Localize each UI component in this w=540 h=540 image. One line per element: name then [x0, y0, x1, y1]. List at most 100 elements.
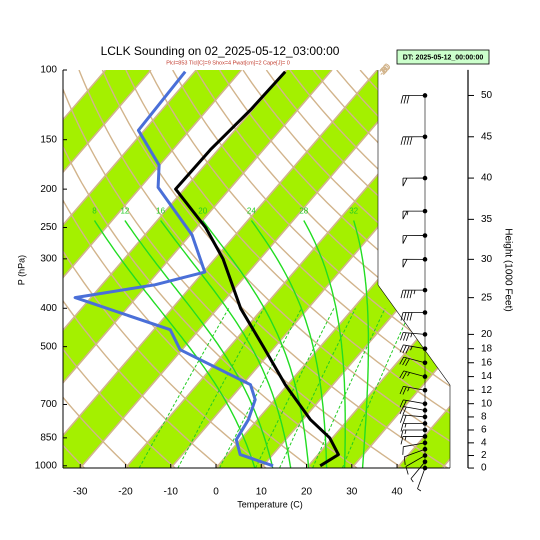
isotherm	[79, 70, 424, 468]
wind-dot	[422, 332, 428, 337]
x-tick-label: 10	[256, 487, 268, 498]
mixing-ratio-line	[279, 308, 356, 468]
wind-dot	[422, 175, 428, 181]
wind-barb	[400, 312, 426, 321]
subtitle: Plcl=853 Tlcl[C]=9 Shox=4 Pwat[cm]=2 Cap…	[166, 60, 290, 66]
wind-barb	[399, 386, 426, 395]
profile-line	[73, 70, 274, 468]
moist-adiabat	[353, 220, 370, 468]
wind-dot	[422, 414, 428, 420]
y2-tick-label: 6	[481, 425, 487, 436]
info-text: DT: 2025-05-12_00:00:00	[403, 54, 484, 61]
wind-dot	[422, 465, 428, 471]
moist-adiabat	[303, 220, 346, 468]
wind-barb	[399, 356, 426, 366]
moist-adiabat	[202, 220, 310, 468]
wind-barb	[400, 414, 426, 424]
isotherm	[63, 70, 197, 468]
y-tick-label: 200	[40, 184, 57, 195]
isotherm-label: 20	[377, 63, 391, 77]
wind-barb	[402, 258, 426, 268]
x-tick-label: -20	[118, 487, 133, 498]
wind-dot	[422, 434, 428, 439]
profiles	[73, 70, 340, 468]
wind-dot	[422, 233, 428, 238]
mixing-ratio-line	[341, 308, 413, 468]
moist-adiabat-label: 32	[349, 207, 358, 216]
wind-barb	[402, 235, 426, 244]
wind-barb	[400, 436, 426, 445]
info-box	[396, 49, 490, 65]
dry-adiabat	[101, 70, 450, 468]
wind-dot	[422, 93, 428, 98]
y2-tick-label: 0	[481, 463, 487, 474]
dry-adiabat	[63, 70, 312, 468]
x-axis-label: Temperature (C)	[237, 499, 303, 509]
dry-adiabat	[63, 70, 358, 468]
wind-barb	[400, 429, 426, 439]
x-tick-label: 20	[301, 487, 313, 498]
wind-barb	[402, 210, 426, 220]
isotherm	[63, 70, 152, 468]
isotherm-band	[63, 70, 242, 468]
wind-dot	[422, 374, 428, 379]
isotherm-label: 10	[377, 63, 391, 77]
y2-tick-label: 40	[481, 173, 493, 184]
isotherm	[305, 70, 450, 468]
moist-adiabat-label: 8	[92, 207, 97, 216]
wind-dot	[422, 208, 428, 214]
isotherm	[0, 70, 15, 468]
y-tick-label: 100	[40, 65, 57, 76]
y2-tick-label: 8	[481, 412, 487, 423]
wind-barb	[400, 136, 426, 145]
profile-line	[174, 70, 340, 468]
moist-adiabat-label: 20	[198, 207, 207, 216]
wind-barb	[400, 289, 426, 299]
y2-tick-label: 14	[481, 371, 493, 382]
dry-adiabat	[63, 70, 222, 468]
y-tick-label: 250	[40, 222, 57, 233]
y2-tick-label: 18	[481, 343, 493, 354]
wind-barb	[405, 455, 426, 475]
y2-tick-label: 2	[481, 450, 487, 461]
y2-tick-label: 25	[481, 292, 493, 303]
wind-dot	[422, 346, 428, 351]
y2-axis-label: Height (1000 Feet)	[502, 228, 513, 311]
wind-dot	[422, 310, 428, 315]
y2-tick-label: 10	[481, 398, 493, 409]
wind-dot	[422, 408, 428, 413]
isotherm-label: 0	[379, 64, 390, 74]
x-tick-label: -10	[163, 487, 178, 498]
dry-adiabat	[195, 70, 450, 468]
moist-adiabat-label: 24	[247, 207, 256, 216]
y-tick-label: 500	[40, 341, 57, 352]
wind-dot	[422, 401, 428, 406]
wind-dot	[422, 257, 428, 262]
wind-barb	[417, 467, 426, 492]
wind-barb	[403, 448, 426, 465]
wind-dot	[422, 134, 428, 140]
wind-barb	[402, 177, 426, 187]
wind-dot	[422, 427, 428, 433]
y-axis-label: P (hPa)	[16, 255, 26, 285]
y-tick-label: 850	[40, 432, 57, 443]
dry-adiabat	[265, 70, 450, 468]
diagram-background	[0, 70, 450, 468]
x-tick-label: -30	[73, 487, 88, 498]
moist-adiabat-label: 16	[156, 207, 165, 216]
dry-adiabat	[312, 70, 450, 468]
dry-adiabat	[383, 70, 450, 468]
moist-adiabat	[160, 220, 292, 468]
y2-tick-label: 20	[481, 329, 493, 340]
x-tick-label: 40	[391, 487, 403, 498]
mixing-ratio-line	[138, 308, 230, 468]
y2-tick-label: 4	[481, 437, 487, 448]
wind-dot	[422, 446, 428, 452]
dry-adiabat	[289, 70, 450, 468]
wind-dot	[422, 440, 428, 446]
x-tick-label: 0	[213, 487, 219, 498]
plot-border	[377, 284, 451, 386]
moist-adiabat-label: 12	[120, 207, 129, 216]
mixing-ratio-line	[312, 308, 386, 468]
